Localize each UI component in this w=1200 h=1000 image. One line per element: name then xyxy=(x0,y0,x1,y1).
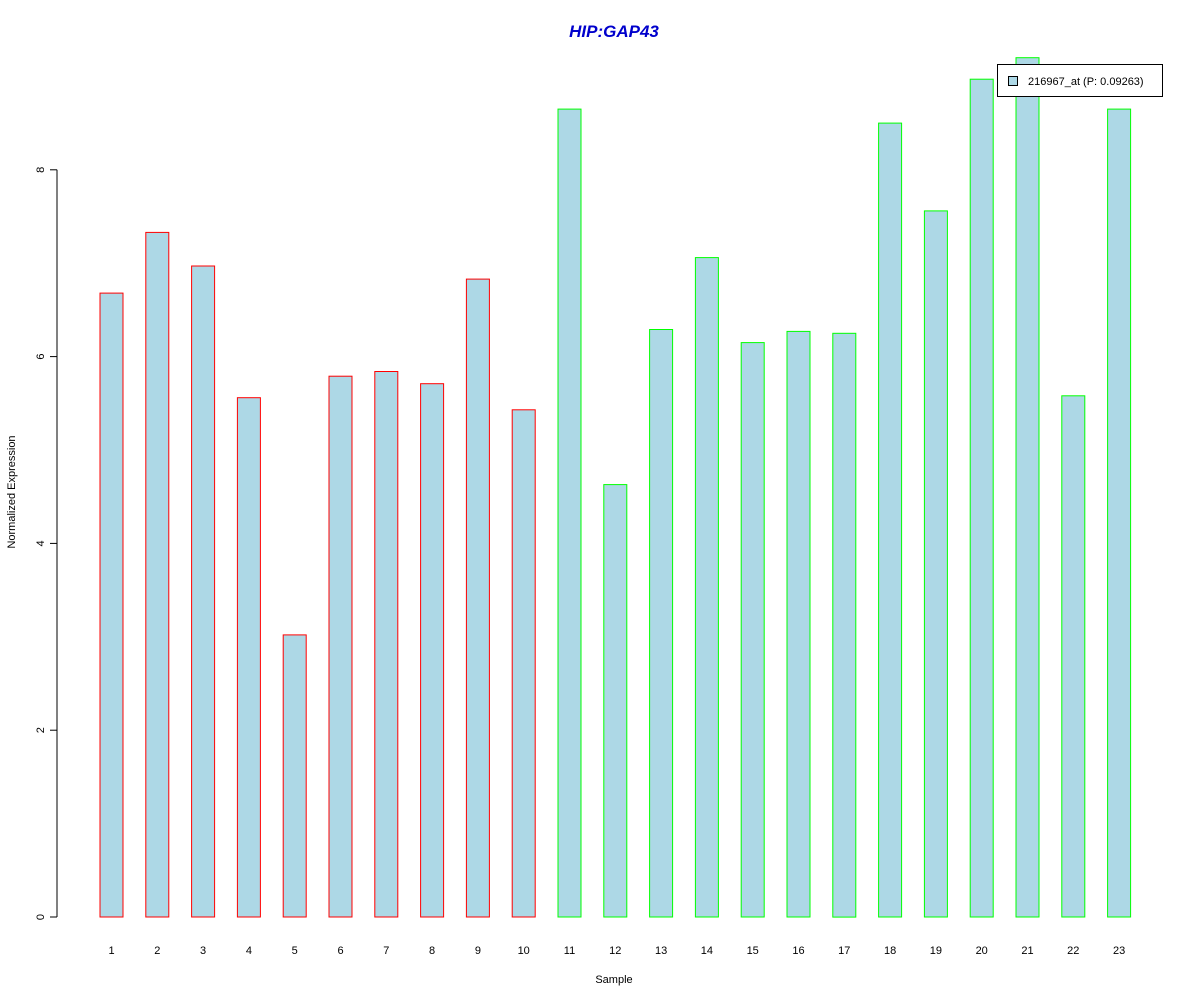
bar-sample-1 xyxy=(99,292,124,918)
bar-sample-12 xyxy=(603,484,628,918)
legend-swatch xyxy=(1008,76,1018,86)
bar-sample-23 xyxy=(1107,108,1132,918)
x-tick-label: 9 xyxy=(475,945,481,957)
x-tick-label: 11 xyxy=(564,945,575,957)
x-tick-label: 20 xyxy=(976,945,988,957)
y-axis: 0 2 4 6 8 xyxy=(35,167,58,920)
x-tick-label: 8 xyxy=(429,945,435,957)
bar-sample-2 xyxy=(145,231,170,918)
x-tick-label: 10 xyxy=(518,945,530,957)
y-axis-label: Normalized Expression xyxy=(6,435,18,548)
x-tick-label: 1 xyxy=(108,945,114,957)
bar-sample-13 xyxy=(649,329,674,918)
x-axis-label: Sample xyxy=(595,974,632,986)
x-tick-label: 17 xyxy=(838,945,850,957)
bar-sample-8 xyxy=(420,383,445,918)
y-tick-label: 4 xyxy=(35,540,47,546)
y-tick-label: 0 xyxy=(35,914,47,920)
bar-sample-14 xyxy=(694,257,719,918)
x-tick-label: 18 xyxy=(884,945,896,957)
y-tick-label: 6 xyxy=(35,354,47,360)
bar-sample-18 xyxy=(878,122,903,918)
x-tick-label: 16 xyxy=(792,945,804,957)
x-tick-label: 22 xyxy=(1067,945,1079,957)
bar-sample-16 xyxy=(786,330,811,918)
bar-sample-19 xyxy=(923,210,948,918)
bar-sample-21 xyxy=(1015,57,1040,918)
bar-sample-17 xyxy=(832,332,857,918)
y-tick-label: 2 xyxy=(35,727,47,733)
bars xyxy=(99,57,1132,918)
bar-sample-7 xyxy=(374,371,399,918)
x-tick-label: 3 xyxy=(200,945,206,957)
x-tick-label: 4 xyxy=(246,945,252,957)
bar-sample-11 xyxy=(557,108,582,918)
y-tick-label: 8 xyxy=(35,167,47,173)
x-tick-label: 5 xyxy=(292,945,298,957)
x-tick-label: 15 xyxy=(747,945,759,957)
x-tick-label: 14 xyxy=(701,945,713,957)
bar-sample-22 xyxy=(1061,395,1086,918)
legend-box xyxy=(997,64,1163,97)
bar-sample-5 xyxy=(282,634,307,918)
legend-label: 216967_at (P: 0.09263) xyxy=(1028,76,1144,88)
x-tick-label: 6 xyxy=(337,945,343,957)
bar-sample-6 xyxy=(328,375,353,918)
x-tick-label: 7 xyxy=(383,945,389,957)
bar-sample-15 xyxy=(740,342,765,918)
legend: 216967_at (P: 0.09263) xyxy=(997,64,1163,97)
bar-sample-10 xyxy=(511,409,536,918)
x-tick-labels: 1 2 3 4 5 6 7 8 9 10 11 12 13 14 15 16 17 18 19 20 21 22 23 xyxy=(108,945,1125,957)
bar-sample-9 xyxy=(465,278,490,918)
bar-sample-3 xyxy=(191,265,216,918)
bar-sample-4 xyxy=(236,397,261,918)
x-tick-label: 23 xyxy=(1113,945,1125,957)
x-tick-label: 2 xyxy=(154,945,160,957)
x-tick-label: 21 xyxy=(1021,945,1033,957)
x-tick-label: 13 xyxy=(655,945,667,957)
x-tick-label: 12 xyxy=(609,945,621,957)
x-tick-label: 19 xyxy=(930,945,942,957)
chart-title: HIP:GAP43 xyxy=(569,22,659,41)
bar-sample-20 xyxy=(969,78,994,918)
